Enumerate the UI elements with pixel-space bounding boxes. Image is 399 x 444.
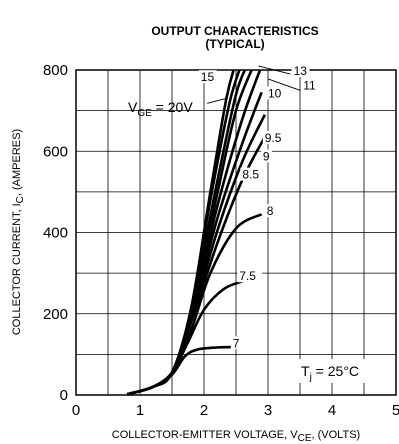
x-tick-label: 3	[264, 402, 272, 419]
label-leaders	[207, 65, 301, 104]
curves	[126, 70, 266, 395]
leader-11	[267, 78, 301, 91]
curve-label-bg	[264, 204, 276, 218]
curve-label-bg	[291, 64, 310, 78]
curve-label-bg	[260, 149, 272, 163]
curve-label-bg	[301, 78, 320, 92]
x-tick-label: 0	[72, 402, 80, 419]
curve-label-bg	[262, 131, 288, 145]
y-tick-label: 600	[43, 143, 68, 160]
chart-subtitle: (TYPICAL)	[205, 37, 264, 51]
x-tick-label: 4	[328, 402, 336, 419]
x-tick-labels: 0 1 2 3 4 5	[72, 402, 399, 419]
y-tick-label: 400	[43, 225, 68, 242]
curve-label: 13	[294, 64, 308, 78]
x-axis-label: COLLECTOR-EMITTER VOLTAGE, VCE, (VOLTS)	[112, 429, 360, 444]
curve-label: 10	[268, 86, 282, 100]
curve-label: 9.5	[265, 131, 282, 145]
curve-label-bg	[237, 269, 263, 283]
curve-label: 11	[303, 78, 316, 92]
x-tick-label: 5	[392, 402, 399, 419]
vge-leader	[207, 97, 227, 104]
curve-vge-9	[126, 114, 266, 395]
x-tick-label: 2	[200, 402, 208, 419]
y-axis-label: COLLECTOR CURRENT, IC, (AMPERES)	[11, 129, 26, 335]
curve-label: 7	[233, 336, 240, 350]
curve-label: 7.5	[239, 269, 256, 283]
tj-annotation-box	[297, 359, 371, 383]
plot-frame	[75, 69, 397, 396]
y-tick-label: 200	[43, 306, 68, 323]
curve-label: 8.5	[242, 168, 259, 182]
curve-label: 9	[263, 149, 270, 163]
leader-13	[258, 65, 291, 75]
y-tick-labels: 0 200 400 600 800	[43, 62, 68, 404]
curve-label-bg	[240, 167, 266, 181]
curve-label: 8	[267, 204, 274, 218]
x-tick-label: 1	[136, 402, 144, 419]
y-tick-label: 0	[60, 387, 68, 404]
chart-title: OUTPUT CHARACTERISTICS	[151, 24, 318, 38]
curve-label-bg	[266, 86, 284, 100]
vge-annotation: VGE = 20V	[128, 99, 193, 119]
y-tick-label: 800	[43, 62, 68, 79]
curve-label-bg	[230, 336, 242, 350]
curve-label: 15	[201, 70, 215, 84]
tj-annotation: Tj = 25°C	[301, 363, 359, 383]
curve-label-bg	[198, 70, 217, 84]
